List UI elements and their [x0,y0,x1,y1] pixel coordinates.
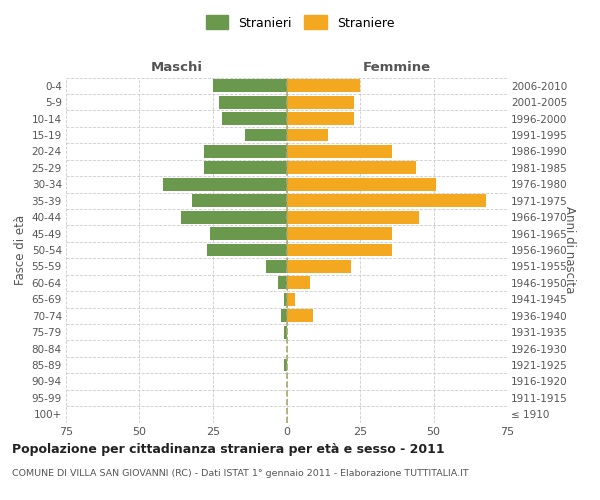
Bar [210,227,287,240]
Bar [287,162,416,174]
Bar [287,128,328,141]
Bar [287,227,392,240]
Bar [287,260,351,273]
Bar [207,244,287,256]
Bar [193,194,287,207]
Bar [287,310,313,322]
Bar [278,276,287,289]
Bar [284,293,287,306]
Y-axis label: Anni di nascita: Anni di nascita [563,206,576,294]
Bar [287,276,310,289]
Bar [287,210,419,224]
Text: Femmine: Femmine [362,61,431,74]
Bar [287,244,392,256]
Bar [287,178,436,190]
Bar [222,112,287,125]
Bar [281,310,287,322]
Legend: Stranieri, Straniere: Stranieri, Straniere [201,11,399,35]
Bar [213,80,287,92]
Text: Maschi: Maschi [150,61,202,74]
Bar [287,112,354,125]
Bar [245,128,287,141]
Bar [163,178,287,190]
Bar [266,260,287,273]
Bar [204,145,287,158]
Bar [181,210,287,224]
Bar [287,80,360,92]
Text: Popolazione per cittadinanza straniera per età e sesso - 2011: Popolazione per cittadinanza straniera p… [12,442,445,456]
Bar [204,162,287,174]
Bar [284,326,287,338]
Bar [284,358,287,372]
Bar [287,194,487,207]
Bar [219,96,287,108]
Bar [287,145,392,158]
Bar [287,96,354,108]
Y-axis label: Fasce di età: Fasce di età [14,215,28,285]
Text: COMUNE DI VILLA SAN GIOVANNI (RC) - Dati ISTAT 1° gennaio 2011 - Elaborazione TU: COMUNE DI VILLA SAN GIOVANNI (RC) - Dati… [12,468,469,477]
Bar [287,293,295,306]
